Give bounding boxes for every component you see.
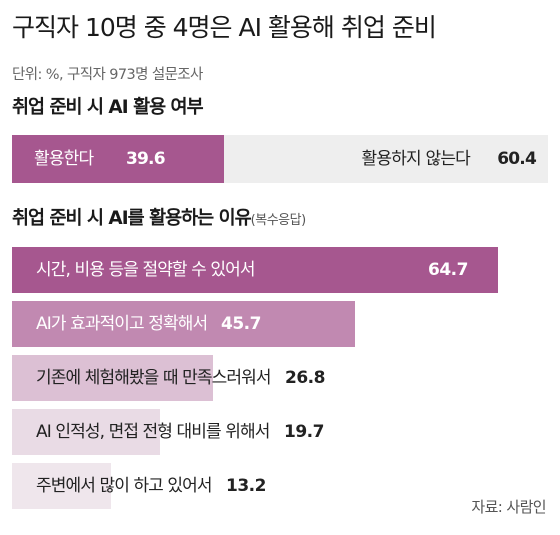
usage-value-use: 39.6 [126, 149, 166, 169]
source-note: 자료: 사람인 [471, 498, 546, 516]
reason-section-note: (복수응답) [250, 213, 306, 228]
usage-stacked-bar: 활용한다 39.6 활용하지 않는다 60.4 [12, 135, 548, 183]
usage-section-title-text: 취업 준비 시 AI 활용 여부 [12, 97, 204, 118]
usage-value-not-use: 60.4 [497, 149, 537, 169]
bar [12, 301, 356, 347]
reason-section-title: 취업 준비 시 AI를 활용하는 이유(복수응답) [12, 204, 306, 230]
usage-label-use: 활용한다 [34, 149, 94, 169]
bar [12, 463, 112, 509]
bar-row: 주변에서 많이 하고 있어서 13.2 [12, 463, 548, 509]
bar-label: 주변에서 많이 하고 있어서 [36, 476, 213, 496]
bar-row: AI가 효과적이고 정확해서 45.7 [12, 301, 548, 347]
bar [12, 355, 214, 401]
bar-value-label: 19.7 [284, 422, 324, 442]
unit-note: 단위: %, 구직자 973명 설문조사 [12, 67, 203, 83]
bar-value-label: 26.8 [285, 368, 325, 388]
chart-title: 구직자 10명 중 4명은 AI 활용해 취업 준비 [12, 13, 437, 42]
reason-bar-chart: 시간, 비용 등을 절약할 수 있어서 64.7 AI가 효과적이고 정확해서 45.… [12, 247, 548, 527]
bar-label: 시간, 비용 등을 절약할 수 있어서 [36, 260, 256, 280]
bar-value-label: 13.2 [226, 476, 266, 496]
bar-row: 기존에 체험해봤을 때 만족스러워서 26.8 [12, 355, 548, 401]
bar-row: AI 인적성, 면접 전형 대비를 위해서 19.7 [12, 409, 548, 455]
usage-section-title: 취업 준비 시 AI 활용 여부 [12, 93, 204, 119]
bar-label: AI가 효과적이고 정확해서 [36, 314, 208, 334]
usage-label-not-use: 활용하지 않는다 [361, 149, 471, 169]
bar-value-label: 64.7 [428, 260, 468, 280]
bar-row: 시간, 비용 등을 절약할 수 있어서 64.7 [12, 247, 548, 293]
bar [12, 409, 160, 455]
reason-section-title-text: 취업 준비 시 AI를 활용하는 이유 [12, 208, 252, 229]
usage-bar-segment-use [12, 135, 225, 183]
bar-label: AI 인적성, 면접 전형 대비를 위해서 [36, 422, 270, 442]
bar-label: 기존에 체험해봤을 때 만족스러워서 [36, 368, 272, 388]
bar-value-label: 45.7 [221, 314, 261, 334]
bar [12, 247, 498, 293]
